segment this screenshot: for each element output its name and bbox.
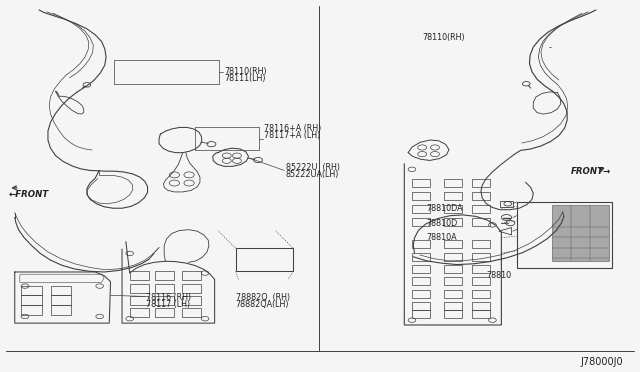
Bar — [444, 253, 462, 261]
Bar — [412, 205, 430, 213]
Text: 78810: 78810 — [486, 271, 511, 280]
Text: 78116 (RH): 78116 (RH) — [147, 293, 191, 302]
Text: 78116+A (RH): 78116+A (RH) — [264, 124, 321, 133]
Bar — [472, 302, 490, 310]
Bar — [412, 218, 430, 226]
Text: 78882Q  (RH): 78882Q (RH) — [236, 293, 290, 302]
Bar — [472, 240, 490, 248]
Text: 78110(RH): 78110(RH) — [422, 33, 465, 42]
Bar — [156, 271, 174, 280]
Bar — [472, 290, 490, 298]
Bar — [182, 284, 201, 293]
Bar — [130, 271, 149, 280]
Bar — [236, 248, 293, 271]
Bar — [472, 277, 490, 285]
Bar — [412, 302, 430, 310]
Bar — [130, 308, 149, 317]
Bar — [412, 179, 430, 187]
Bar — [182, 271, 201, 280]
Bar — [472, 253, 490, 261]
Text: J78000J0: J78000J0 — [580, 357, 623, 367]
Bar — [444, 265, 462, 273]
Bar — [412, 277, 430, 285]
Bar — [472, 265, 490, 273]
Bar — [21, 295, 42, 305]
Text: 78110(RH): 78110(RH) — [224, 67, 267, 76]
Bar — [444, 192, 462, 200]
Text: 78117 (LH): 78117 (LH) — [147, 300, 191, 309]
Bar — [444, 240, 462, 248]
Text: 78810DA: 78810DA — [426, 204, 463, 213]
Bar — [444, 302, 462, 310]
Bar — [412, 240, 430, 248]
Bar — [444, 218, 462, 226]
Text: 78810D: 78810D — [426, 219, 457, 228]
Bar — [552, 205, 609, 261]
Bar — [444, 277, 462, 285]
Text: FRONT→: FRONT→ — [570, 167, 611, 176]
Text: 85222UA(LH): 85222UA(LH) — [285, 170, 339, 179]
Bar — [182, 308, 201, 317]
Bar — [500, 201, 513, 208]
Bar — [156, 284, 174, 293]
Bar — [156, 308, 174, 317]
Bar — [472, 205, 490, 213]
Bar — [51, 305, 71, 315]
Bar — [21, 305, 42, 315]
Text: 78117+A (LH): 78117+A (LH) — [264, 131, 320, 141]
Bar — [412, 290, 430, 298]
Bar — [412, 192, 430, 200]
Bar — [21, 286, 42, 295]
Bar — [472, 179, 490, 187]
Bar — [156, 296, 174, 305]
Bar — [472, 218, 490, 226]
Bar — [412, 265, 430, 273]
Bar — [182, 296, 201, 305]
Bar — [444, 205, 462, 213]
Bar — [444, 179, 462, 187]
Bar — [444, 310, 462, 318]
Text: 78111(LH): 78111(LH) — [224, 74, 266, 83]
Bar — [51, 295, 71, 305]
Text: ←FRONT: ←FRONT — [8, 190, 49, 199]
Text: 78810A: 78810A — [426, 233, 456, 243]
Bar — [472, 192, 490, 200]
Text: 78882QA(LH): 78882QA(LH) — [236, 300, 289, 309]
Text: 85222U  (RH): 85222U (RH) — [285, 163, 339, 172]
Bar — [516, 202, 612, 268]
Bar — [130, 284, 149, 293]
Bar — [472, 310, 490, 318]
Bar — [130, 296, 149, 305]
Bar — [51, 286, 71, 295]
Bar — [412, 253, 430, 261]
Bar — [444, 290, 462, 298]
Bar — [412, 310, 430, 318]
